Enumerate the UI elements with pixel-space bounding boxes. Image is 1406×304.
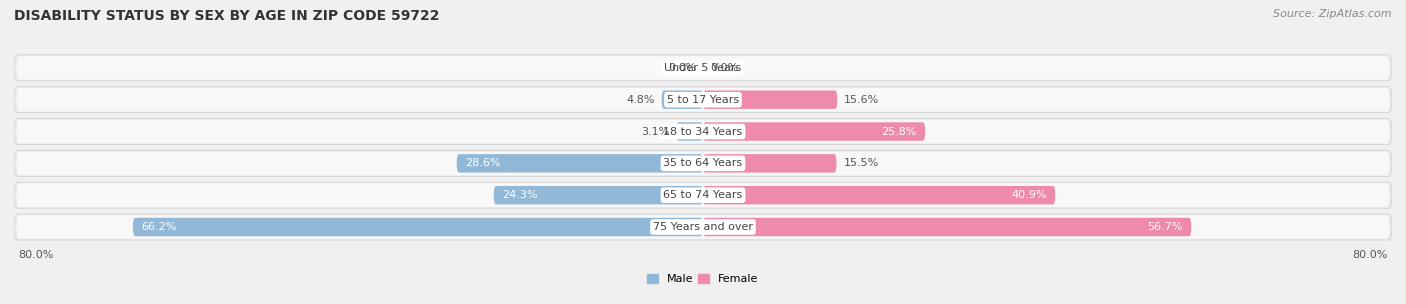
FancyBboxPatch shape bbox=[494, 186, 703, 204]
Text: 18 to 34 Years: 18 to 34 Years bbox=[664, 126, 742, 136]
FancyBboxPatch shape bbox=[457, 154, 703, 173]
Text: 28.6%: 28.6% bbox=[465, 158, 501, 168]
FancyBboxPatch shape bbox=[17, 88, 1389, 112]
Legend: Male, Female: Male, Female bbox=[643, 269, 763, 288]
FancyBboxPatch shape bbox=[703, 186, 1056, 204]
Text: DISABILITY STATUS BY SEX BY AGE IN ZIP CODE 59722: DISABILITY STATUS BY SEX BY AGE IN ZIP C… bbox=[14, 9, 440, 23]
Text: 25.8%: 25.8% bbox=[882, 126, 917, 136]
Text: 15.6%: 15.6% bbox=[844, 95, 880, 105]
Text: 15.5%: 15.5% bbox=[844, 158, 879, 168]
Text: Source: ZipAtlas.com: Source: ZipAtlas.com bbox=[1274, 9, 1392, 19]
Text: 75 Years and over: 75 Years and over bbox=[652, 222, 754, 232]
Text: 66.2%: 66.2% bbox=[142, 222, 177, 232]
FancyBboxPatch shape bbox=[703, 154, 837, 173]
FancyBboxPatch shape bbox=[17, 56, 1389, 80]
FancyBboxPatch shape bbox=[17, 120, 1389, 143]
FancyBboxPatch shape bbox=[14, 119, 1392, 145]
Text: 3.1%: 3.1% bbox=[641, 126, 669, 136]
FancyBboxPatch shape bbox=[703, 91, 838, 109]
FancyBboxPatch shape bbox=[14, 214, 1392, 240]
FancyBboxPatch shape bbox=[17, 152, 1389, 175]
FancyBboxPatch shape bbox=[17, 215, 1389, 239]
FancyBboxPatch shape bbox=[14, 182, 1392, 208]
FancyBboxPatch shape bbox=[662, 91, 703, 109]
Text: 0.0%: 0.0% bbox=[710, 63, 738, 73]
FancyBboxPatch shape bbox=[14, 87, 1392, 113]
Text: 35 to 64 Years: 35 to 64 Years bbox=[664, 158, 742, 168]
FancyBboxPatch shape bbox=[676, 122, 703, 141]
Text: 65 to 74 Years: 65 to 74 Years bbox=[664, 190, 742, 200]
FancyBboxPatch shape bbox=[17, 183, 1389, 207]
Text: 24.3%: 24.3% bbox=[502, 190, 538, 200]
FancyBboxPatch shape bbox=[134, 218, 703, 236]
FancyBboxPatch shape bbox=[703, 218, 1191, 236]
Text: 56.7%: 56.7% bbox=[1147, 222, 1182, 232]
Text: 4.8%: 4.8% bbox=[626, 95, 655, 105]
Text: 5 to 17 Years: 5 to 17 Years bbox=[666, 95, 740, 105]
Text: 80.0%: 80.0% bbox=[18, 250, 53, 260]
FancyBboxPatch shape bbox=[703, 122, 925, 141]
FancyBboxPatch shape bbox=[14, 150, 1392, 176]
Text: 40.9%: 40.9% bbox=[1011, 190, 1046, 200]
Text: 0.0%: 0.0% bbox=[668, 63, 696, 73]
Text: Under 5 Years: Under 5 Years bbox=[665, 63, 741, 73]
Text: 80.0%: 80.0% bbox=[1353, 250, 1388, 260]
FancyBboxPatch shape bbox=[14, 55, 1392, 81]
